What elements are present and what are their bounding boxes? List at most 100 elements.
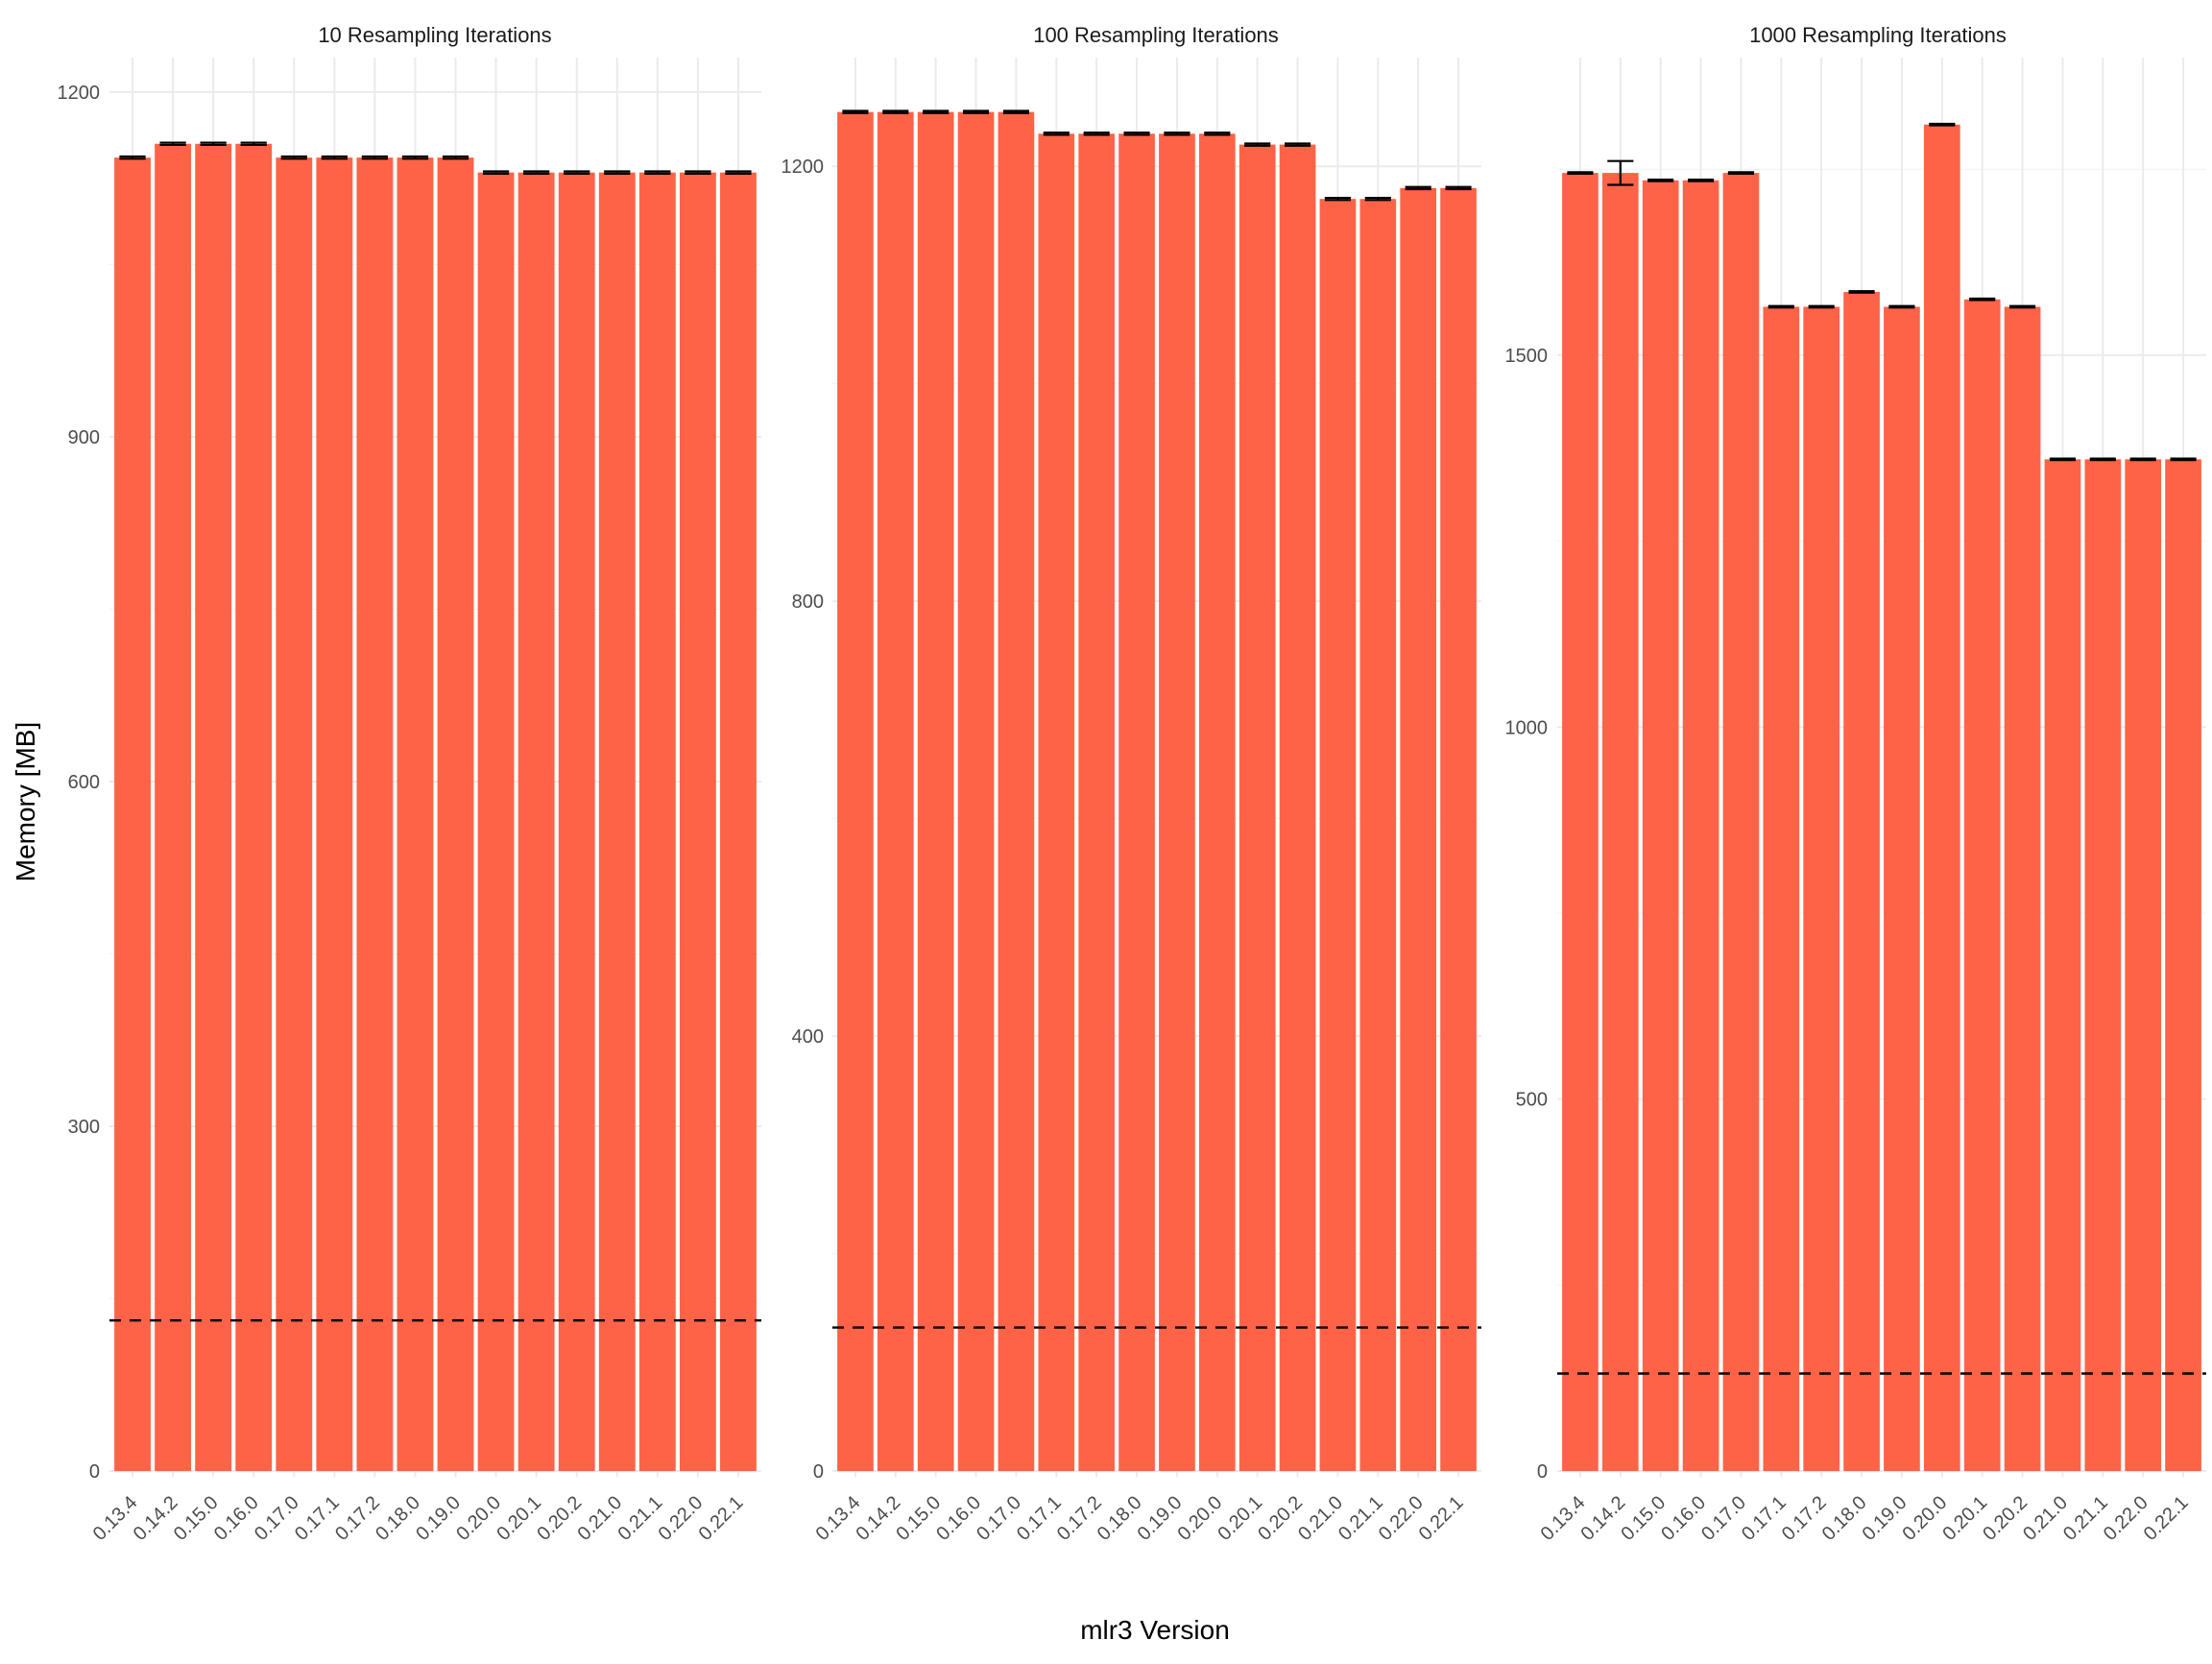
x-tick-label: 0.17.2 [331,1492,384,1545]
error-bar [2049,457,2077,462]
bar [1078,133,1116,1472]
x-tick-label: 0.17.2 [1778,1492,1831,1545]
bar [957,111,995,1472]
error-bar [280,155,307,160]
error-bar [962,109,990,114]
bar [720,172,757,1471]
bar [1803,306,1840,1471]
x-tick-label: 0.20.2 [1979,1492,2032,1545]
error-bar [200,141,227,147]
error-bar [1405,185,1431,191]
error-bar [1647,178,1674,182]
bar [1763,306,1800,1471]
x-tick-label: 0.15.0 [892,1492,945,1545]
bar [638,172,676,1471]
bar [155,143,192,1471]
bar [1038,133,1075,1472]
x-tick-label: 0.17.0 [251,1492,303,1545]
error-bar [1123,132,1150,136]
x-tick-label: 0.17.2 [1053,1492,1106,1545]
bar [437,157,474,1472]
x-tick-label: 0.17.1 [291,1492,344,1545]
bar [356,157,394,1472]
x-tick-label: 0.21.1 [614,1492,667,1545]
x-tick-label: 0.20.0 [1898,1492,1951,1545]
x-tick-label: 0.20.1 [1214,1492,1266,1545]
error-bar [1567,171,1594,175]
x-tick-label: 0.22.0 [1375,1492,1428,1545]
bar [1923,124,1960,1471]
x-tick-label: 0.20.0 [452,1492,505,1545]
error-bar [882,109,909,114]
panel-1: 10 Resampling Iterations 0 300 600 900 1200 0.… [58,23,761,1545]
x-tick-label: 0.20.2 [533,1492,586,1545]
error-bar [725,170,752,175]
panel-title: 10 Resampling Iterations [318,23,551,47]
bar [1601,173,1639,1471]
y-tick-label: 400 [792,1026,824,1048]
error-bar [1164,132,1190,136]
error-bar [1848,290,1875,294]
x-tick-label: 0.18.0 [1818,1492,1871,1545]
bar [517,172,555,1471]
bar [397,157,434,1472]
x-tick-label: 0.16.0 [210,1492,263,1545]
x-tick-label: 0.14.2 [1576,1492,1629,1545]
bar [877,111,914,1472]
x-tick-label: 0.20.1 [1938,1492,1991,1545]
x-tick-label: 0.16.0 [932,1492,985,1545]
x-tick-label: 0.22.1 [695,1492,748,1545]
x-tick-label: 0.21.0 [2019,1492,2072,1545]
x-tick-label: 0.14.2 [130,1492,182,1545]
bar [1159,133,1195,1472]
error-bar [523,170,550,175]
error-bar [1083,132,1110,136]
error-bar [1002,109,1030,114]
x-tick-label: 0.13.4 [1537,1492,1590,1545]
bar [316,157,353,1472]
bar [195,143,232,1471]
y-tick-label: 0 [89,1461,100,1483]
bar [477,172,515,1471]
bar [1562,173,1599,1471]
error-bar [1324,196,1352,202]
error-bar [685,170,711,175]
y-tick-label: 300 [68,1117,100,1138]
error-bar [361,155,389,160]
error-bar [564,170,590,175]
y-tick-label: 1200 [58,83,101,104]
error-bar [1364,196,1391,202]
x-tick-label: 0.21.1 [1334,1492,1387,1545]
error-bar [159,141,186,147]
bar [679,172,716,1471]
y-tick-label: 900 [68,427,100,448]
bar [1884,306,1920,1471]
bar [917,111,954,1472]
error-bar [923,109,950,114]
y-tick-label: 1000 [1505,717,1549,738]
x-tick-label: 0.16.0 [1657,1492,1710,1545]
bar [1118,133,1155,1472]
x-tick-label: 0.18.0 [1094,1492,1146,1545]
bar [598,172,636,1471]
bar [1722,173,1760,1471]
error-bar [604,170,631,175]
x-tick-label: 0.22.0 [655,1492,708,1545]
error-bar [401,155,429,160]
error-bar [2129,457,2156,462]
error-bar [1969,297,1996,301]
bar [1682,180,1719,1472]
bar [837,111,874,1472]
bar [2084,459,2122,1471]
bar [2004,306,2041,1471]
y-tick-label: 1500 [1505,346,1549,367]
bar [1319,199,1357,1472]
x-tick-label: 0.17.1 [1013,1492,1066,1545]
error-bar [2170,457,2197,462]
y-tick-label: 0 [1537,1461,1548,1483]
panel-2: 100 Resampling Iterations 0 400 800 1200 0.13… [781,23,1481,1545]
x-tick-label: 0.17.1 [1738,1492,1791,1545]
error-bar [2089,457,2116,462]
